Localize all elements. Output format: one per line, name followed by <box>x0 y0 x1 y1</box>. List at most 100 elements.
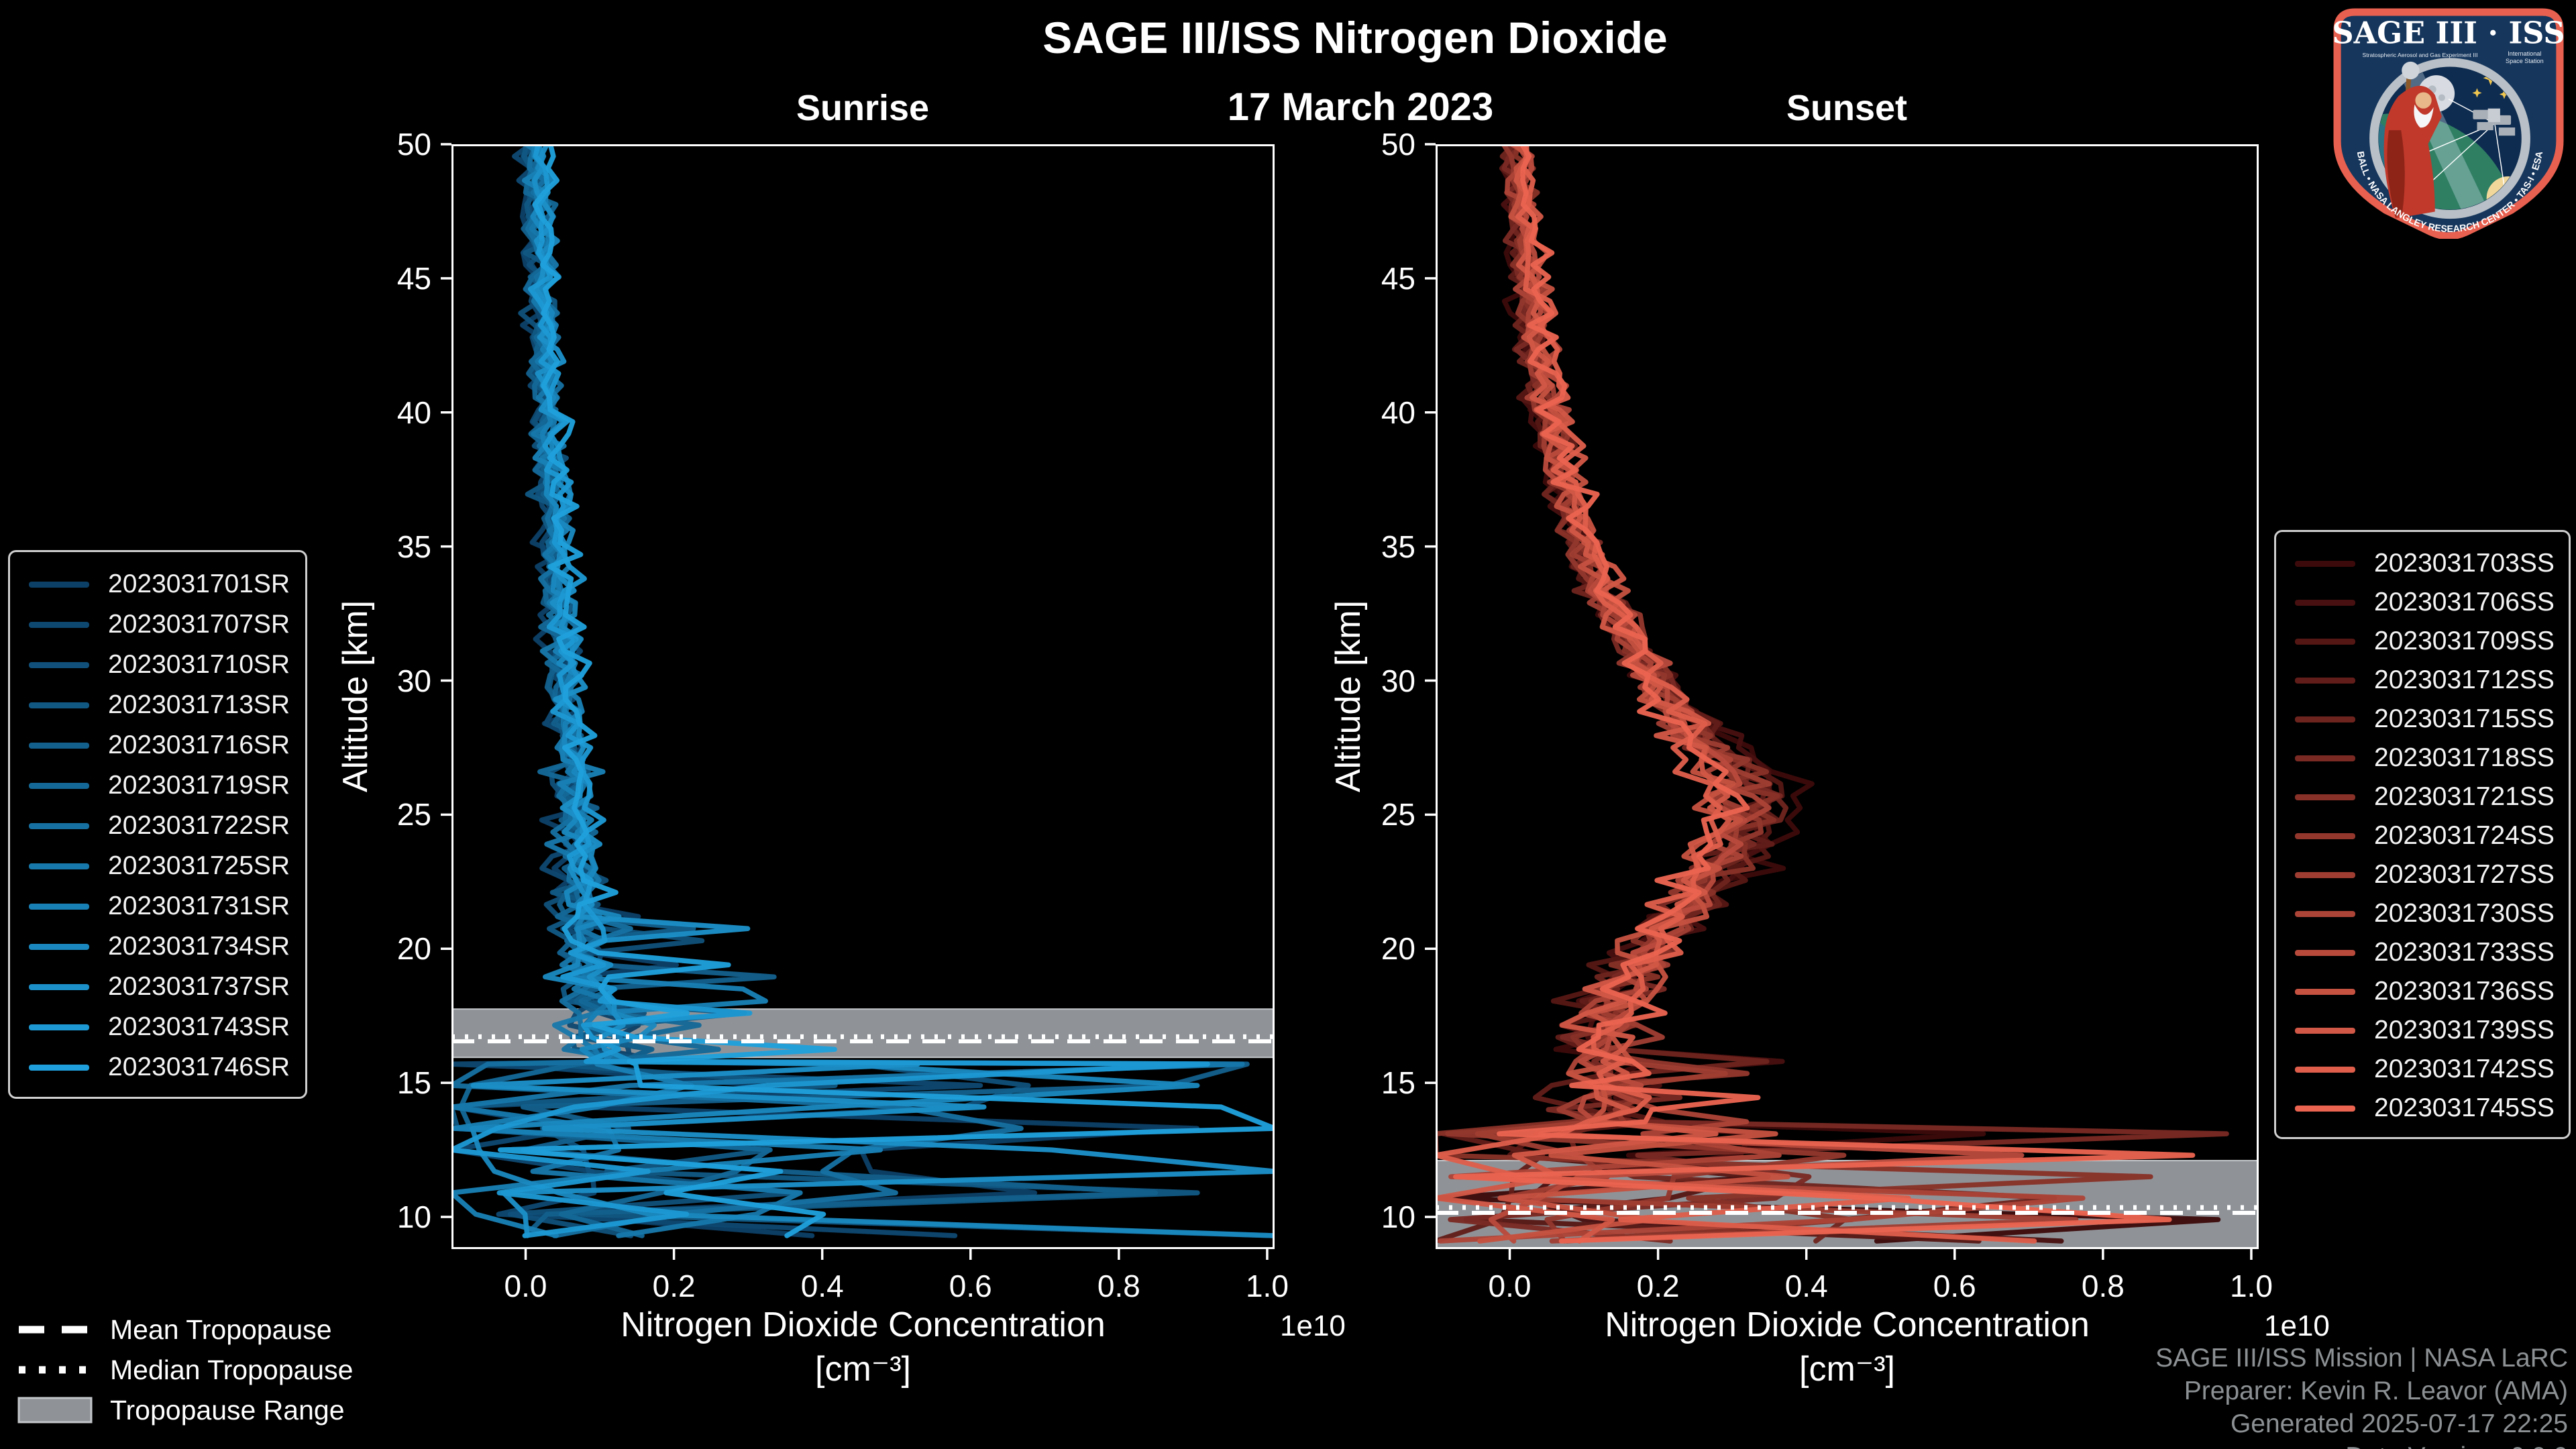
legend-event-label: 2023031721SS <box>2374 782 2555 811</box>
y-tick-label: 35 <box>1381 529 1415 564</box>
legend-event-label: 2023031707SR <box>108 610 290 639</box>
legend-item: 2023031734SR <box>19 926 299 967</box>
x-tick-label: 1.0 <box>1245 1269 1289 1303</box>
legend-item: 2023031730SS <box>2286 894 2562 933</box>
axes-spines <box>451 144 1275 1249</box>
sunrise-x-offset-label: 1e10 <box>1280 1309 1346 1342</box>
legend-line-swatch <box>2295 988 2355 995</box>
legend-line-swatch <box>29 1064 89 1071</box>
x-tick-label: 0.0 <box>504 1269 547 1303</box>
y-tick-label: 20 <box>1381 931 1415 967</box>
y-tick-label: 25 <box>1381 797 1415 833</box>
legend-event-label: 2023031727SS <box>2374 860 2555 889</box>
legend-item: 2023031712SS <box>2286 661 2562 700</box>
sunset-x-offset-label: 1e10 <box>2264 1309 2330 1342</box>
legend-event-label: 2023031719SR <box>108 771 290 800</box>
legend-event-label: 2023031712SS <box>2374 665 2555 694</box>
sage-iii-iss-mission-patch: SAGE III · ISS Stratospheric Aerosol and… <box>2333 8 2564 239</box>
sunset-y-axis-label: Altitude [km] <box>1329 600 1368 793</box>
legend-event-label: 2023031701SR <box>108 570 290 598</box>
x-tick-label: 1.0 <box>2229 1269 2273 1303</box>
x-tick-label: 0.2 <box>1636 1269 1680 1303</box>
x-tick-label: 0.4 <box>1784 1269 1828 1303</box>
y-tick-label: 50 <box>1381 127 1415 162</box>
sunset-plot-area: 0.0 0.2 0.4 0.6 0.8 1.0 50 45 40 35 30 25 20 15 10 <box>1381 127 2273 1303</box>
legend-event-label: 2023031703SS <box>2374 549 2555 578</box>
legend-event-label: 2023031731SR <box>108 892 290 920</box>
legend-item: 2023031715SS <box>2286 700 2562 739</box>
y-tick-label: 30 <box>1381 663 1415 698</box>
legend-line-swatch <box>2295 833 2355 839</box>
legend-line-swatch <box>2295 560 2355 567</box>
legend-item: 2023031745SS <box>2286 1089 2562 1128</box>
legend-line-swatch <box>29 782 89 789</box>
legend-item: 2023031746SR <box>19 1047 299 1087</box>
legend-line-swatch <box>29 822 89 829</box>
profile-line-2023031718SS <box>1448 144 2229 1244</box>
sunset-x-axis-label: Nitrogen Dioxide Concentration [cm⁻³] <box>1605 1305 2090 1389</box>
legend-item: 2023031721SS <box>2286 777 2562 816</box>
y-tick-label: 25 <box>396 797 431 833</box>
legend-line-swatch <box>2295 794 2355 800</box>
beard <box>2414 104 2434 128</box>
x-tick-label: 0.8 <box>1097 1269 1140 1303</box>
legend-event-label: 2023031746SR <box>108 1053 290 1081</box>
legend-line-swatch <box>2295 910 2355 917</box>
legend-event-label: 2023031709SS <box>2374 627 2555 655</box>
sunrise-panel-title: Sunrise <box>796 88 930 128</box>
legend-event-label: 2023031722SR <box>108 811 290 840</box>
sunset-legend: 2023031703SS 2023031706SS 2023031709SS 2023… <box>2274 530 2571 1139</box>
iss-icon <box>2473 108 2516 136</box>
legend-event-label: 2023031745SS <box>2374 1093 2555 1122</box>
x-tick-label: 0.8 <box>2081 1269 2125 1303</box>
median-tropopause-dotted-swatch <box>19 1366 91 1374</box>
legend-line-swatch <box>29 903 89 910</box>
legend-line-swatch <box>2295 638 2355 645</box>
legend-line-swatch <box>2295 1066 2355 1073</box>
credit-generated: Generated 2025-07-17 22:25 <box>2230 1409 2568 1438</box>
legend-item: 2023031743SR <box>19 1007 299 1047</box>
legend-item: 2023031716SR <box>19 725 299 765</box>
tropopause-range-swatch <box>17 1397 93 1424</box>
credit-data-version: Data Version: 6.0.0 <box>2155 1440 2568 1449</box>
sunrise-legend: 2023031701SR 2023031707SR 2023031710SR 2023… <box>8 550 307 1099</box>
legend-item: 2023031724SS <box>2286 816 2562 855</box>
robe-fold <box>2387 130 2405 217</box>
legend-event-label: 2023031716SR <box>108 731 290 759</box>
earth <box>2378 113 2517 210</box>
legend-item: 2023031707SR <box>19 604 299 645</box>
y-tick-label: 45 <box>396 260 431 296</box>
legend-item: 2023031709SS <box>2286 622 2562 661</box>
legend-event-label: 2023031713SR <box>108 690 290 719</box>
legend-event-label: 2023031734SR <box>108 932 290 961</box>
y-tick-label: 35 <box>396 529 431 564</box>
profile-line-2023031727SS <box>1474 144 2079 1244</box>
legend-line-swatch <box>2295 1105 2355 1112</box>
legend-event-label: 2023031736SS <box>2374 977 2555 1006</box>
patch-subtitle-left: Stratospheric Aerosol and Gas Experiment… <box>2363 52 2478 58</box>
x-tick-label: 0.0 <box>1488 1269 1532 1303</box>
legend-item: 2023031722SR <box>19 806 299 846</box>
legend-line-swatch <box>2295 716 2355 722</box>
y-tick-label: 20 <box>396 931 431 967</box>
tropopause-range-legend-item: Tropopause Range <box>17 1390 353 1430</box>
legend-line-swatch <box>2295 599 2355 606</box>
father-time-figure <box>2383 61 2442 219</box>
legend-line-swatch <box>2295 677 2355 684</box>
tropopause-legend: Mean Tropopause Median Tropopause Tropop… <box>17 1309 353 1430</box>
y-tick-label: 10 <box>396 1199 431 1235</box>
legend-event-label: 2023031725SR <box>108 851 290 880</box>
x-tick-label: 0.4 <box>800 1269 844 1303</box>
legend-item: 2023031737SR <box>19 967 299 1007</box>
legend-item: 2023031710SR <box>19 645 299 685</box>
legend-item: 2023031701SR <box>19 564 299 604</box>
y-tick-label: 30 <box>396 663 431 698</box>
y-tick-label: 10 <box>1381 1199 1415 1235</box>
sunset-plot-svg <box>1425 143 2259 1260</box>
patch-title: SAGE III · ISS <box>2333 16 2564 51</box>
staff-orb <box>2402 61 2420 80</box>
face <box>2415 92 2432 109</box>
y-tick-label: 40 <box>396 394 431 430</box>
patch-subtitle-right1: International <box>2508 50 2541 57</box>
